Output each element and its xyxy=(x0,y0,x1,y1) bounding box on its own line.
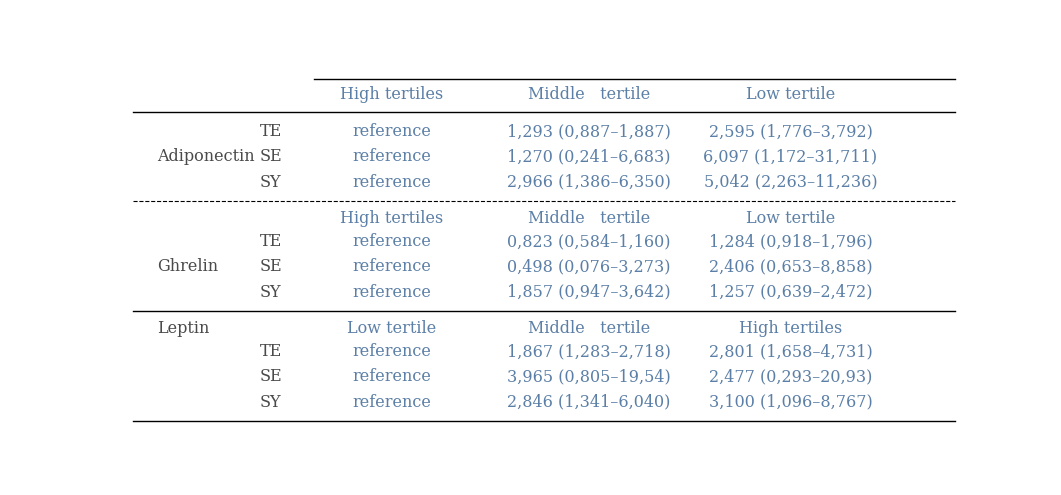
Text: reference: reference xyxy=(352,123,431,140)
Text: 1,293 (0,887–1,887): 1,293 (0,887–1,887) xyxy=(507,123,671,140)
Text: reference: reference xyxy=(352,148,431,165)
Text: 1,857 (0,947–3,642): 1,857 (0,947–3,642) xyxy=(507,284,671,301)
Text: reference: reference xyxy=(352,394,431,411)
Text: 1,257 (0,639–2,472): 1,257 (0,639–2,472) xyxy=(709,284,872,301)
Text: reference: reference xyxy=(352,174,431,191)
Text: SE: SE xyxy=(260,148,282,165)
Text: 1,270 (0,241–6,683): 1,270 (0,241–6,683) xyxy=(507,148,671,165)
Text: Middle   tertile: Middle tertile xyxy=(528,210,650,227)
Text: Leptin: Leptin xyxy=(157,320,210,338)
Text: reference: reference xyxy=(352,284,431,301)
Text: reference: reference xyxy=(352,343,431,360)
Text: SE: SE xyxy=(260,368,282,386)
Text: TE: TE xyxy=(260,343,282,360)
Text: 1,284 (0,918–1,796): 1,284 (0,918–1,796) xyxy=(709,233,872,250)
Text: High tertiles: High tertiles xyxy=(738,320,842,338)
Text: 0,823 (0,584–1,160): 0,823 (0,584–1,160) xyxy=(507,233,671,250)
Text: SY: SY xyxy=(260,284,282,301)
Text: Middle   tertile: Middle tertile xyxy=(528,86,650,103)
Text: 2,406 (0,653–8,858): 2,406 (0,653–8,858) xyxy=(709,258,872,275)
Text: 3,965 (0,805–19,54): 3,965 (0,805–19,54) xyxy=(507,368,671,386)
Text: Ghrelin: Ghrelin xyxy=(157,258,219,275)
Text: 2,966 (1,386–6,350): 2,966 (1,386–6,350) xyxy=(507,174,671,191)
Text: 6,097 (1,172–31,711): 6,097 (1,172–31,711) xyxy=(703,148,877,165)
Text: 5,042 (2,263–11,236): 5,042 (2,263–11,236) xyxy=(703,174,877,191)
Text: High tertiles: High tertiles xyxy=(340,86,443,103)
Text: Low tertile: Low tertile xyxy=(746,86,835,103)
Text: reference: reference xyxy=(352,258,431,275)
Text: 1,867 (1,283–2,718): 1,867 (1,283–2,718) xyxy=(507,343,671,360)
Text: Low tertile: Low tertile xyxy=(746,210,835,227)
Text: SY: SY xyxy=(260,394,282,411)
Text: reference: reference xyxy=(352,233,431,250)
Text: Low tertile: Low tertile xyxy=(347,320,436,338)
Text: 3,100 (1,096–8,767): 3,100 (1,096–8,767) xyxy=(709,394,872,411)
Text: 2,477 (0,293–20,93): 2,477 (0,293–20,93) xyxy=(709,368,872,386)
Text: Adiponectin: Adiponectin xyxy=(157,148,255,165)
Text: SE: SE xyxy=(260,258,282,275)
Text: TE: TE xyxy=(260,123,282,140)
Text: 2,595 (1,776–3,792): 2,595 (1,776–3,792) xyxy=(709,123,872,140)
Text: 2,846 (1,341–6,040): 2,846 (1,341–6,040) xyxy=(507,394,671,411)
Text: reference: reference xyxy=(352,368,431,386)
Text: 2,801 (1,658–4,731): 2,801 (1,658–4,731) xyxy=(709,343,872,360)
Text: SY: SY xyxy=(260,174,282,191)
Text: TE: TE xyxy=(260,233,282,250)
Text: 0,498 (0,076–3,273): 0,498 (0,076–3,273) xyxy=(507,258,671,275)
Text: Middle   tertile: Middle tertile xyxy=(528,320,650,338)
Text: High tertiles: High tertiles xyxy=(340,210,443,227)
